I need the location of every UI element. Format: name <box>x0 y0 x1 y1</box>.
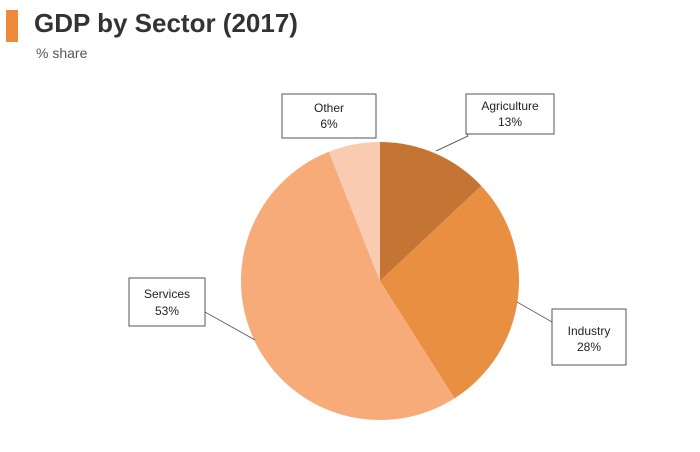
callout-box-agriculture <box>465 93 555 135</box>
callout-box-industry <box>551 308 627 366</box>
callout-industry: Industry 28% <box>516 301 627 366</box>
title-accent-bar <box>6 10 18 42</box>
pie-slice-services <box>241 151 455 421</box>
callout-label-other: Other <box>314 101 344 115</box>
callout-box-other <box>281 93 377 139</box>
callout-label-services: Services <box>144 287 190 301</box>
callout-value-other: 6% <box>320 117 338 131</box>
pie-slice-industry <box>380 185 519 399</box>
chart-title: GDP by Sector (2017) <box>34 8 298 38</box>
callout-value-industry: 28% <box>577 340 601 354</box>
callout-label-industry: Industry <box>568 324 611 338</box>
pie-slice-agriculture <box>380 142 482 281</box>
leader-line-agriculture <box>435 132 469 152</box>
callout-box-services <box>128 277 206 327</box>
pie-slice-other <box>328 142 380 281</box>
callout-services: Services 53% <box>128 277 256 341</box>
callout-value-services: 53% <box>155 304 179 318</box>
callout-value-agriculture: 13% <box>498 115 522 129</box>
callout-label-agriculture: Agriculture <box>481 99 539 113</box>
callout-other: Other 6% <box>281 93 377 139</box>
leader-line-services <box>204 311 256 341</box>
leader-line-industry <box>516 301 553 323</box>
chart-subtitle: % share <box>36 45 88 61</box>
callout-agriculture: Agriculture 13% <box>435 93 555 152</box>
pie-slices <box>241 142 519 421</box>
